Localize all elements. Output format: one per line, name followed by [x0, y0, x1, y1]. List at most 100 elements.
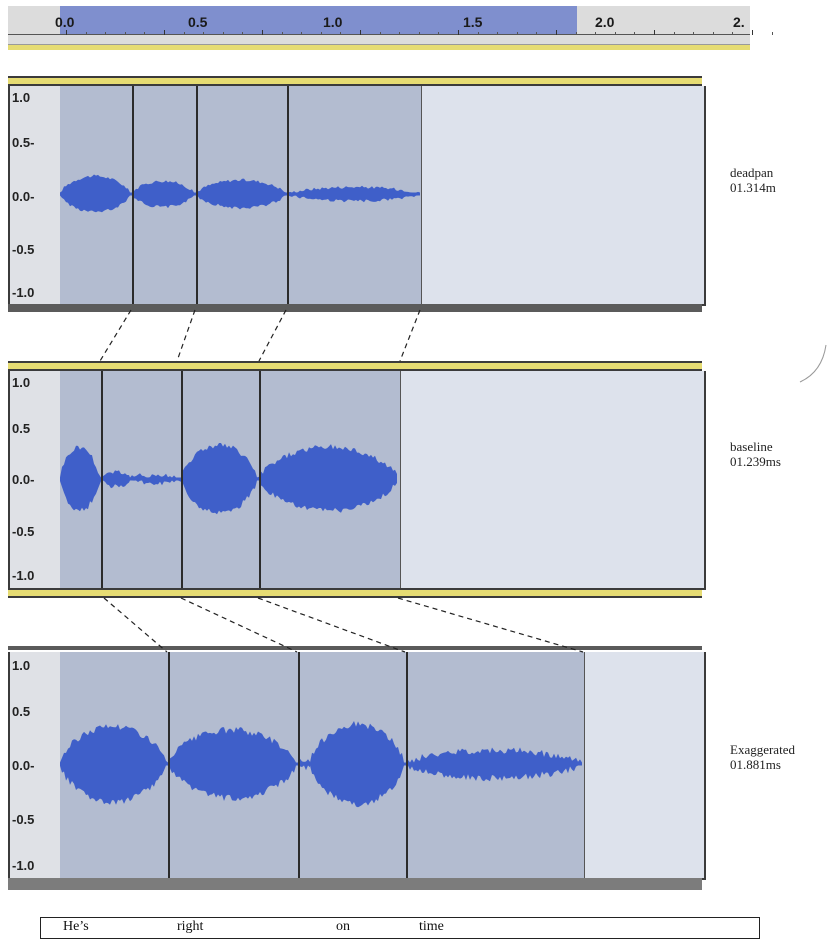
- ruler-label-2-0: 2.0: [595, 14, 615, 30]
- track-baseline[interactable]: 1.0 0.5 0.0- -0.5 -1.0: [8, 371, 706, 590]
- word-boundary[interactable]: [421, 86, 422, 304]
- word-boundary[interactable]: [287, 86, 289, 304]
- track-name: Exaggerated: [730, 742, 795, 757]
- connector-line: [103, 597, 168, 653]
- ruler-minor-tick: [614, 32, 616, 35]
- scale-label: -0.5: [12, 524, 35, 539]
- ruler-major-tick: [654, 30, 655, 35]
- transcript-box: He’s right on time: [40, 917, 760, 939]
- track-header-exaggerated[interactable]: [8, 646, 702, 650]
- connector-line: [180, 597, 298, 653]
- word-boundary[interactable]: [584, 652, 585, 878]
- track-deadpan[interactable]: 1.0 0.5- 0.0- -0.5 -1.0: [8, 86, 706, 306]
- scale-label: 0.5: [12, 704, 31, 719]
- ruler-minor-tick: [575, 32, 577, 35]
- ruler-major-tick: [360, 30, 361, 35]
- scale-label: -1.0: [12, 285, 35, 300]
- word-boundary[interactable]: [168, 652, 170, 878]
- ruler-minor-tick: [379, 32, 381, 35]
- ruler-minor-tick: [144, 32, 146, 35]
- ruler-minor-tick: [673, 32, 675, 35]
- word-boundary[interactable]: [298, 652, 300, 878]
- ruler-minor-tick: [732, 32, 734, 35]
- ruler-minor-tick: [340, 32, 342, 35]
- ruler-major-tick: [66, 30, 67, 35]
- track-footer-exaggerated: [8, 878, 702, 890]
- ruler-minor-tick: [203, 32, 205, 35]
- word-right: right: [177, 919, 204, 934]
- ruler-minor-tick: [183, 32, 185, 35]
- waveform-baseline: [60, 443, 397, 515]
- ruler-minor-tick: [477, 32, 479, 35]
- scale-label: 1.0: [12, 658, 31, 673]
- track-name: baseline: [730, 439, 773, 454]
- connector-line: [258, 309, 287, 362]
- connector-line: [397, 597, 584, 653]
- ruler-label-1-5: 1.5: [463, 14, 483, 30]
- track-label-deadpan: deadpan 01.314m: [730, 165, 776, 195]
- connector-line: [257, 597, 406, 653]
- scale-label: 0.5: [12, 421, 31, 436]
- scale-label: -0.5: [12, 242, 35, 257]
- word-boundary[interactable]: [406, 652, 408, 878]
- word-boundary[interactable]: [400, 371, 401, 588]
- word-boundary[interactable]: [196, 86, 198, 304]
- scale-label: 0.0-: [12, 758, 35, 773]
- word-on: on: [336, 919, 350, 934]
- word-hes: He’s: [63, 919, 89, 934]
- track-label-exaggerated: Exaggerated 01.881ms: [730, 742, 795, 772]
- word-boundary[interactable]: [181, 371, 183, 588]
- ruler-label-1-0: 1.0: [323, 14, 343, 30]
- track-header-deadpan[interactable]: [8, 76, 702, 86]
- ruler-minor-tick: [516, 32, 518, 35]
- ruler-minor-tick: [693, 32, 695, 35]
- connector-line: [399, 309, 421, 362]
- ruler-major-tick: [164, 30, 165, 35]
- track-footer-baseline: [8, 588, 702, 598]
- ruler-selection-region[interactable]: [60, 6, 577, 34]
- timeline-ruler[interactable]: 0.0 0.5 1.0 1.5 2.0 2.: [8, 6, 773, 45]
- ruler-label-0-5: 0.5: [188, 14, 208, 30]
- word-boundary[interactable]: [132, 86, 134, 304]
- word-boundary[interactable]: [101, 371, 103, 588]
- connector-line: [99, 309, 132, 362]
- ruler-baseline: [8, 34, 750, 35]
- waveform-area-baseline[interactable]: [60, 371, 704, 588]
- ruler-minor-tick: [771, 32, 773, 35]
- scale-label: 0.0-: [12, 472, 35, 487]
- waveform-area-deadpan[interactable]: [60, 86, 704, 304]
- word-boundary[interactable]: [259, 371, 261, 588]
- waveform-deadpan: [60, 174, 420, 213]
- ruler-minor-tick: [497, 32, 499, 35]
- scale-label: 1.0: [12, 90, 31, 105]
- scale-label: 0.0-: [12, 189, 35, 204]
- ruler-minor-tick: [85, 32, 87, 35]
- ruler-minor-tick: [536, 32, 538, 35]
- edge-mark: [799, 344, 827, 383]
- waveform-area-exaggerated[interactable]: [60, 652, 704, 878]
- waveform-exaggerated: [60, 721, 582, 808]
- ruler-underline: [8, 45, 750, 50]
- scale-label: -1.0: [12, 568, 35, 583]
- scale-label: -0.5: [12, 812, 35, 827]
- ruler-major-tick: [752, 30, 753, 35]
- ruler-minor-tick: [595, 32, 597, 35]
- track-header-baseline[interactable]: [8, 361, 702, 371]
- connector-line: [176, 309, 196, 362]
- amplitude-scale-deadpan: 1.0 0.5- 0.0- -0.5 -1.0: [10, 86, 61, 304]
- ruler-minor-tick: [320, 32, 322, 35]
- ruler-minor-tick: [281, 32, 283, 35]
- ruler-minor-tick: [105, 32, 107, 35]
- scale-label: -1.0: [12, 858, 35, 873]
- ruler-minor-tick: [242, 32, 244, 35]
- track-duration: 01.314m: [730, 180, 776, 195]
- scale-label: 1.0: [12, 375, 31, 390]
- ruler-minor-tick: [634, 32, 636, 35]
- ruler-major-tick: [556, 30, 557, 35]
- ruler-minor-tick: [438, 32, 440, 35]
- ruler-label-2-5: 2.: [733, 14, 745, 30]
- ruler-minor-tick: [418, 32, 420, 35]
- track-exaggerated[interactable]: 1.0 0.5 0.0- -0.5 -1.0: [8, 652, 706, 880]
- ruler-major-tick: [262, 30, 263, 35]
